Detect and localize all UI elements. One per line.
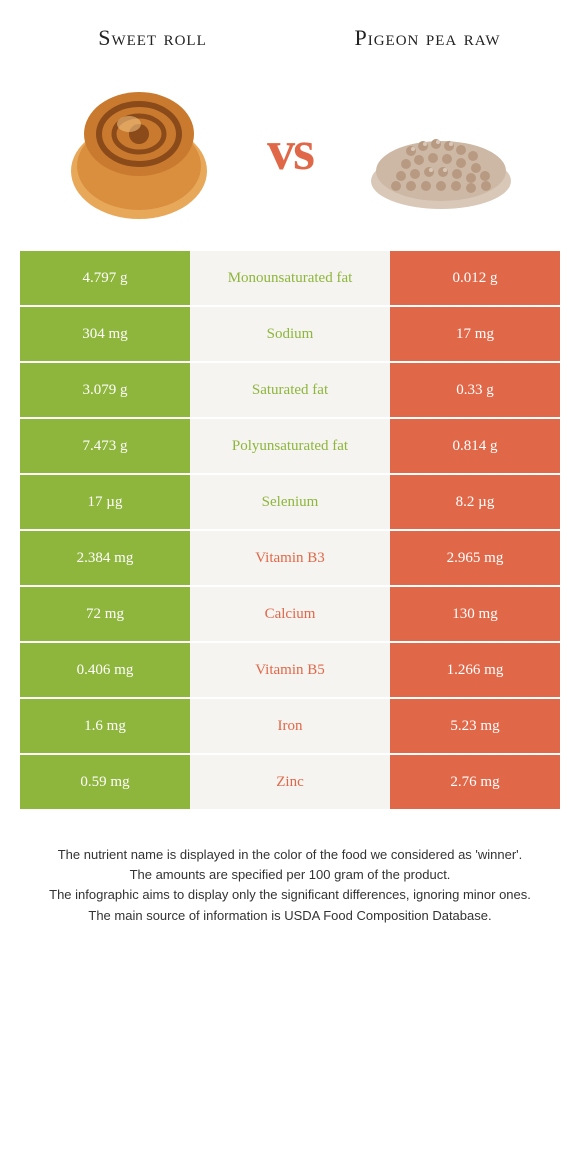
pigeon-pea-image: [351, 71, 531, 231]
left-value: 304 mg: [20, 307, 190, 363]
right-value: 130 mg: [390, 587, 560, 643]
right-value: 8.2 µg: [390, 475, 560, 531]
right-value: 0.012 g: [390, 251, 560, 307]
footer-line-3: The infographic aims to display only the…: [40, 886, 540, 904]
nutrient-comparison-table: 4.797 gMonounsaturated fat0.012 g304 mgS…: [20, 251, 560, 811]
table-row: 3.079 gSaturated fat0.33 g: [20, 363, 560, 419]
left-value: 1.6 mg: [20, 699, 190, 755]
left-value: 17 µg: [20, 475, 190, 531]
table-row: 1.6 mgIron5.23 mg: [20, 699, 560, 755]
right-value: 5.23 mg: [390, 699, 560, 755]
nutrient-name: Selenium: [190, 475, 390, 531]
nutrient-name: Zinc: [190, 755, 390, 811]
left-value: 0.406 mg: [20, 643, 190, 699]
right-value: 1.266 mg: [390, 643, 560, 699]
left-value: 2.384 mg: [20, 531, 190, 587]
header-titles: Sweet roll Pigeon pea raw: [0, 0, 580, 61]
sweet-roll-image: [49, 71, 229, 231]
nutrient-name: Vitamin B3: [190, 531, 390, 587]
right-value: 17 mg: [390, 307, 560, 363]
table-row: 304 mgSodium17 mg: [20, 307, 560, 363]
right-value: 2.965 mg: [390, 531, 560, 587]
nutrient-name: Iron: [190, 699, 390, 755]
right-value: 0.33 g: [390, 363, 560, 419]
left-value: 4.797 g: [20, 251, 190, 307]
right-value: 0.814 g: [390, 419, 560, 475]
right-food-title: Pigeon pea raw: [315, 25, 540, 51]
table-row: 0.59 mgZinc2.76 mg: [20, 755, 560, 811]
table-row: 4.797 gMonounsaturated fat0.012 g: [20, 251, 560, 307]
table-row: 17 µgSelenium8.2 µg: [20, 475, 560, 531]
nutrient-name: Sodium: [190, 307, 390, 363]
left-value: 72 mg: [20, 587, 190, 643]
table-row: 7.473 gPolyunsaturated fat0.814 g: [20, 419, 560, 475]
vs-label: vs: [267, 119, 313, 183]
footer-line-2: The amounts are specified per 100 gram o…: [40, 866, 540, 884]
footer-line-4: The main source of information is USDA F…: [40, 907, 540, 925]
left-food-title: Sweet roll: [40, 25, 265, 51]
nutrient-name: Vitamin B5: [190, 643, 390, 699]
left-value: 0.59 mg: [20, 755, 190, 811]
left-value: 7.473 g: [20, 419, 190, 475]
footer-line-1: The nutrient name is displayed in the co…: [40, 846, 540, 864]
table-row: 2.384 mgVitamin B32.965 mg: [20, 531, 560, 587]
nutrient-name: Saturated fat: [190, 363, 390, 419]
nutrient-name: Polyunsaturated fat: [190, 419, 390, 475]
nutrient-name: Monounsaturated fat: [190, 251, 390, 307]
nutrient-name: Calcium: [190, 587, 390, 643]
footer-notes: The nutrient name is displayed in the co…: [0, 811, 580, 925]
images-row: vs: [0, 61, 580, 251]
right-value: 2.76 mg: [390, 755, 560, 811]
table-row: 72 mgCalcium130 mg: [20, 587, 560, 643]
left-value: 3.079 g: [20, 363, 190, 419]
table-row: 0.406 mgVitamin B51.266 mg: [20, 643, 560, 699]
